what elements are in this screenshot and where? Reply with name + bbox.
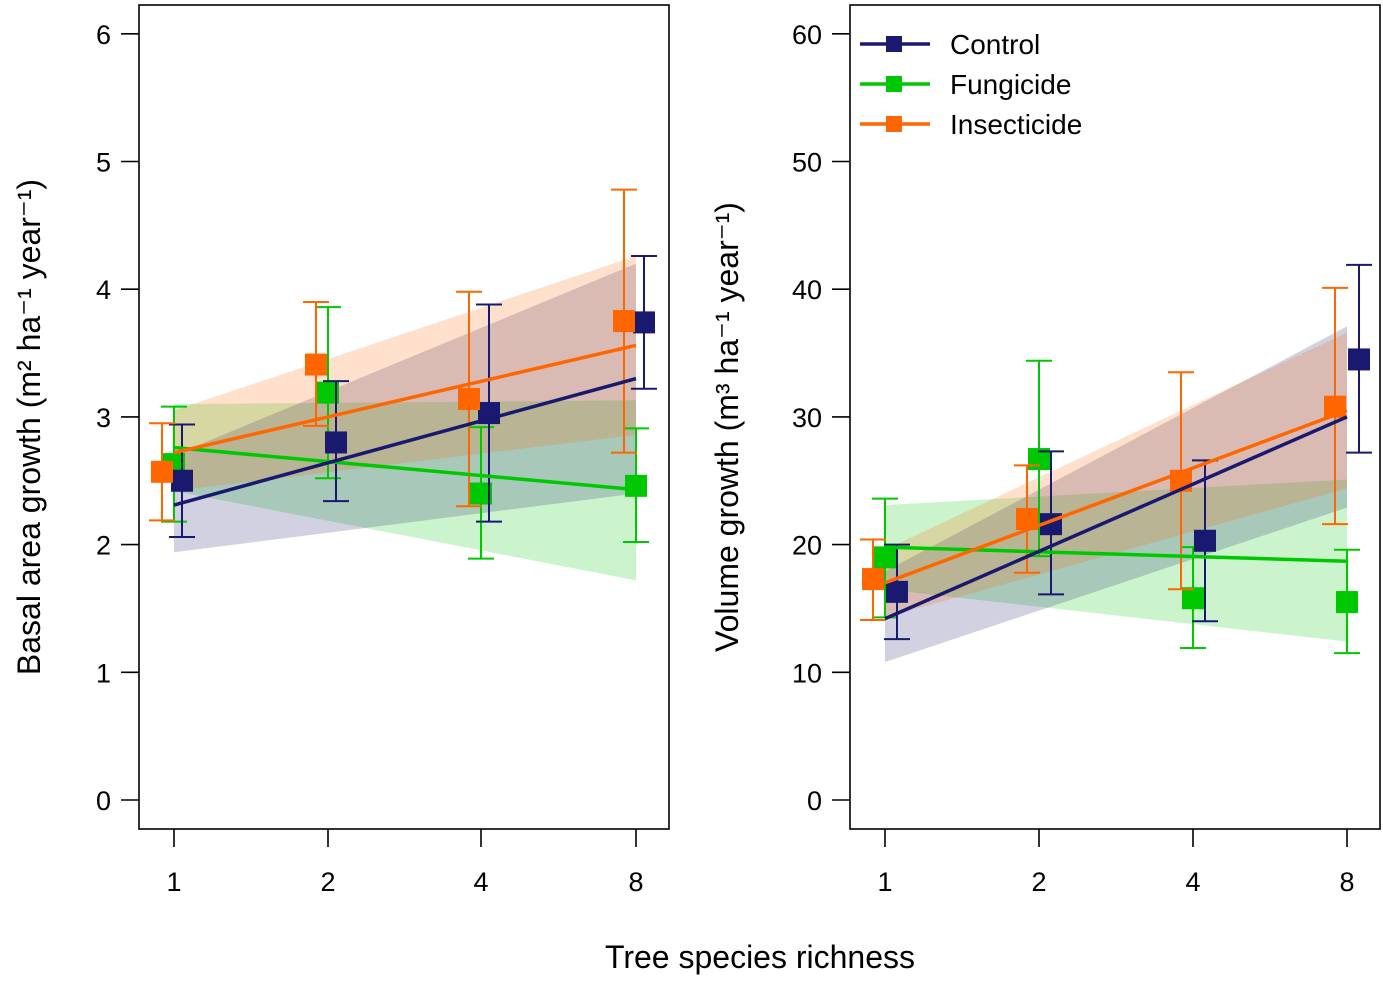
point-control	[171, 469, 193, 492]
x-tick-label: 4	[473, 867, 488, 897]
confidence-band-control	[885, 326, 1347, 663]
legend-marker-insecticide	[886, 116, 902, 132]
y-tick-label: 3	[96, 403, 111, 433]
fit-line-fungicide	[884, 545, 1348, 563]
legend-label-fungicide: Fungicide	[950, 69, 1071, 100]
confidence-band-fungicide	[885, 479, 1347, 642]
y-tick-label: 5	[96, 148, 111, 178]
y-tick-label: 40	[792, 275, 822, 305]
y-tick-label: 2	[96, 531, 111, 561]
point-fungicide	[470, 482, 492, 505]
point-insecticide	[458, 388, 480, 411]
x-tick-label: 1	[877, 867, 892, 897]
y-tick-label: 0	[807, 786, 822, 816]
y-tick-label: 4	[96, 275, 111, 305]
point-control	[1194, 529, 1216, 552]
x-tick-label: 8	[628, 867, 643, 897]
fit-line-control	[173, 376, 637, 507]
panel-volume: 0 10 20 30 40 50 60 1 2 4 8 Volume growth (m³ ha⁻¹ …	[709, 4, 1381, 897]
point-insecticide	[1016, 508, 1038, 531]
x-tick-label: 8	[1339, 867, 1354, 897]
legend-marker-fungicide	[886, 76, 902, 92]
x-tick-label: 2	[1031, 867, 1046, 897]
fit-line-insecticide	[173, 343, 637, 455]
point-fungicide	[317, 381, 339, 404]
y-tick-label: 1	[96, 658, 111, 688]
point-insecticide	[862, 568, 884, 591]
point-fungicide	[1182, 587, 1204, 610]
confidence-band-insecticide	[885, 332, 1347, 618]
legend-marker-control	[886, 36, 902, 52]
y-tick-label: 50	[792, 148, 822, 178]
point-fungicide	[625, 474, 647, 497]
confidence-band-fungicide	[174, 400, 636, 581]
confidence-band-insecticide	[174, 255, 636, 491]
x-tick-label: 1	[166, 867, 181, 897]
x-axis-title: Tree species richness	[605, 939, 915, 975]
y-tick-label: 20	[792, 531, 822, 561]
point-insecticide	[151, 460, 173, 483]
point-fungicide	[1336, 591, 1358, 614]
y-tick-label: 60	[792, 20, 822, 50]
point-control	[886, 580, 908, 603]
legend-label-insecticide: Insecticide	[950, 109, 1082, 140]
legend-label-control: Control	[950, 29, 1040, 60]
y-tick-label: 6	[96, 20, 111, 50]
y-axis-title: Volume growth (m³ ha⁻¹ year⁻¹)	[709, 202, 745, 652]
point-fungicide	[874, 546, 896, 569]
y-tick-label: 10	[792, 658, 822, 688]
x-tick-label: 2	[320, 867, 335, 897]
point-control	[1348, 348, 1370, 371]
legend: Control Fungicide Insecticide	[860, 29, 1082, 140]
x-tick-label: 4	[1185, 867, 1200, 897]
point-insecticide	[305, 353, 327, 376]
y-tick-label: 0	[96, 786, 111, 816]
point-insecticide	[613, 310, 635, 333]
fit-line-fungicide	[173, 445, 637, 492]
point-control	[325, 431, 347, 454]
point-control	[633, 311, 655, 334]
y-tick-label: 30	[792, 403, 822, 433]
fit-line-control	[884, 415, 1348, 621]
panel-basal-area: 0 1 2 3 4 5 6 1 2 4 8 Basal area growth (m² ha⁻¹ ye…	[11, 4, 670, 897]
fit-line-insecticide	[884, 408, 1348, 585]
y-axis-title: Basal area growth (m² ha⁻¹ year⁻¹)	[11, 179, 47, 675]
